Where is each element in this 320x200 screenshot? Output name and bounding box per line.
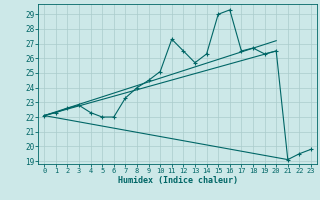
X-axis label: Humidex (Indice chaleur): Humidex (Indice chaleur) — [118, 176, 238, 185]
